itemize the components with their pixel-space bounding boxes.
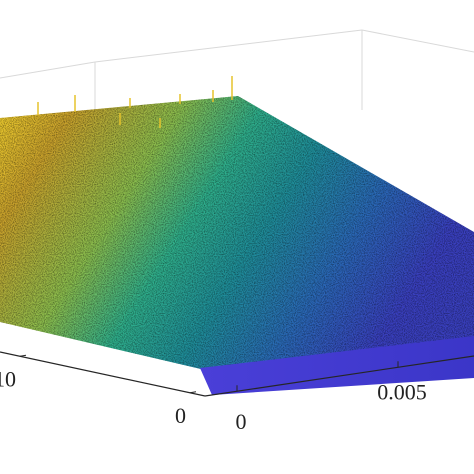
x-tick-label: 0	[236, 409, 247, 434]
y-tick	[189, 391, 197, 394]
axis-lines	[0, 351, 474, 397]
axes-box	[0, 29, 474, 118]
y-tick	[19, 354, 27, 357]
y-tick-label: 0	[175, 403, 186, 428]
surface	[0, 76, 474, 395]
y-tick-label: 10	[0, 366, 16, 391]
x-tick-label: 0.005	[377, 379, 427, 404]
